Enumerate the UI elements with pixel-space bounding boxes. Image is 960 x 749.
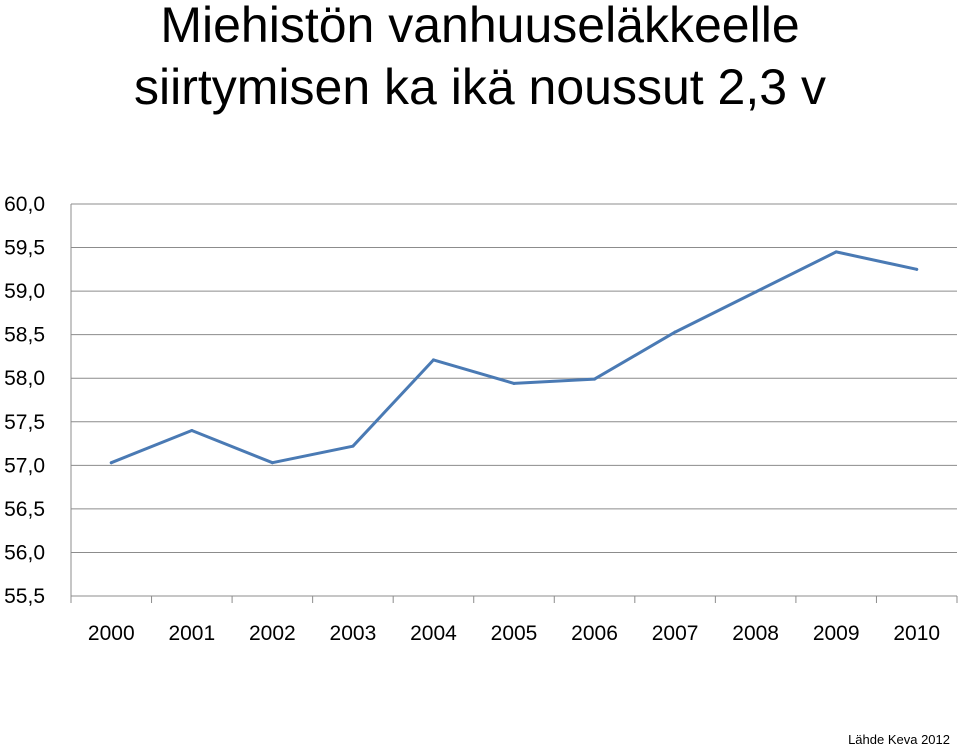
y-tick-label: 57,5: [4, 411, 45, 434]
x-tick-label: 2001: [168, 622, 215, 645]
y-tick-label: 59,5: [4, 237, 45, 260]
x-tick-label: 2006: [571, 622, 618, 645]
data-point: [512, 381, 516, 385]
series-group: [109, 250, 919, 465]
data-point: [351, 444, 355, 448]
y-tick-label: 58,5: [4, 324, 45, 347]
x-tick-label: 2004: [410, 622, 457, 645]
source-note: Lähde Keva 2012: [848, 732, 950, 747]
x-tick-label: 2003: [330, 622, 377, 645]
x-tick-label: 2007: [652, 622, 699, 645]
chart-title: Miehistön vanhuuseläkkeelle siirtymisen …: [0, 0, 960, 118]
x-tick-label: 2009: [813, 622, 860, 645]
data-point: [109, 461, 113, 465]
x-tick-label: 2000: [88, 622, 135, 645]
x-axis-tick-labels: 2000 2001 2002 2003 2004 2005 2006 2007 2008 2009…: [88, 622, 940, 645]
chart-title-line-1: Miehistön vanhuuseläkkeelle: [160, 0, 800, 53]
axes: [70, 204, 958, 603]
data-point: [754, 290, 758, 294]
y-axis-tick-labels: 60,0 59,5 59,0 58,5 58,0 57,5 57,0 56,5 56,0 55,5: [4, 193, 45, 608]
y-tick-label: 57,0: [4, 454, 45, 477]
data-point: [593, 377, 597, 381]
x-tick-label: 2002: [249, 622, 296, 645]
x-tick-label: 2005: [491, 622, 538, 645]
y-tick-label: 56,0: [4, 541, 45, 564]
y-tick-label: 60,0: [4, 193, 45, 216]
data-point: [431, 358, 435, 362]
data-point: [673, 330, 677, 334]
x-tick-label: 2010: [893, 622, 940, 645]
y-tick-label: 56,5: [4, 498, 45, 521]
y-tick-label: 55,5: [4, 585, 45, 608]
data-point: [190, 428, 194, 432]
x-tick-label: 2008: [732, 622, 779, 645]
data-point: [270, 461, 274, 465]
data-point: [915, 267, 919, 271]
data-point: [834, 250, 838, 254]
y-tick-label: 59,0: [4, 280, 45, 303]
chart-title-line-2: siirtymisen ka ikä noussut 2,3 v: [134, 59, 826, 115]
y-tick-label: 58,0: [4, 367, 45, 390]
series-line: [109, 250, 919, 465]
gridlines: [71, 203, 957, 553]
